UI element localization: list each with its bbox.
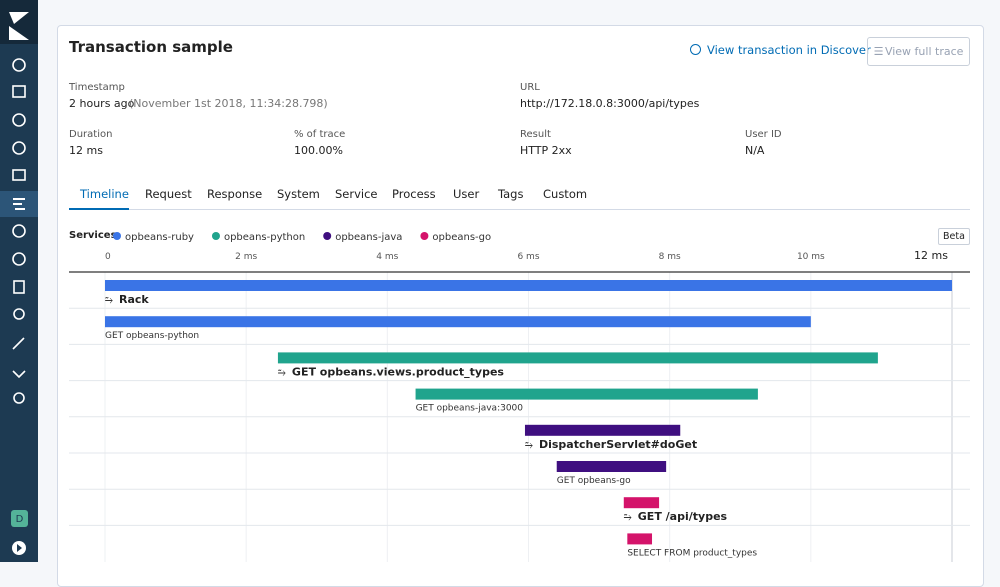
x-tick-label: 8 ms (659, 252, 681, 262)
top-axis-label: 120 ms (610, 0, 644, 1)
field-label: % of trace (294, 129, 346, 140)
field-value: 2 hours ago (69, 97, 135, 110)
span-bar (524, 424, 681, 436)
sidebar-icons: D (0, 0, 38, 555)
x-tick-label: 2 ms (235, 252, 257, 262)
field-label: URL (520, 82, 540, 93)
tabs-border (69, 209, 970, 210)
transaction-icon: ⥲ (278, 367, 286, 378)
active-tab-underline (69, 208, 129, 210)
field-label: Result (520, 129, 551, 140)
transaction-name: DispatcherServlet#doGet (539, 438, 697, 451)
title: Transaction sample (69, 38, 233, 56)
sidebar: D (0, 0, 38, 562)
span-bar (105, 280, 952, 291)
legend-label: opbeans-python (224, 232, 305, 243)
legend-swatch (323, 232, 332, 240)
tab[interactable]: User (453, 187, 480, 201)
span-bar (627, 533, 653, 545)
legend-swatch (113, 232, 121, 240)
discover-link-text[interactable]: View transaction in Discover (707, 43, 871, 57)
x-tick-label: 0 (105, 252, 111, 262)
tab[interactable]: Tags (498, 187, 524, 201)
discover-link[interactable]: View transaction in Discover (690, 43, 871, 57)
transaction-icon: ⥲ (105, 295, 113, 306)
legend-label: opbeans-java (335, 232, 402, 243)
legend-swatch (211, 232, 220, 240)
top-axis-label: 140 ms (695, 0, 729, 1)
top-axis-label: 60 ms (357, 0, 387, 1)
top-axis-label: 20 ms (182, 0, 212, 1)
field-label: Duration (69, 129, 113, 140)
tab[interactable]: Process (392, 187, 436, 201)
field-value: http://172.18.0.8:3000/api/types (520, 97, 700, 110)
transaction-icon: ⥲ (624, 512, 632, 523)
waterfall: opbeans-ruby opbeans-python opbeans-java op… (69, 232, 970, 562)
transaction-name: GET /api/types (638, 510, 728, 523)
top-axis-label: 100 ms (525, 0, 559, 1)
top-axis-label: 0 (100, 0, 130, 1)
svg-text:D: D (16, 514, 24, 525)
field-label: User ID (745, 129, 782, 140)
beta-badge: Beta (938, 228, 970, 245)
x-tick-label: 6 ms (517, 252, 539, 262)
full-trace-text[interactable]: View full trace (884, 45, 964, 58)
full-trace-button[interactable]: ☰ View full trace (867, 37, 970, 66)
transaction-card (57, 25, 984, 587)
transaction-icon: ⥲ (525, 440, 533, 451)
field-detail: (November 1st 2018, 11:34:28.798) (129, 97, 328, 110)
field-value: 12 ms (69, 144, 103, 157)
span-name: SELECT FROM product_types (627, 548, 757, 558)
field-value: N/A (745, 144, 765, 157)
tab[interactable]: Response (207, 187, 263, 201)
span-bar (415, 388, 758, 400)
span-bar (623, 497, 660, 509)
span-name: GET opbeans-python (105, 331, 199, 341)
x-tick-label: 4 ms (376, 252, 398, 262)
field-value: HTTP 2xx (520, 144, 572, 157)
span-name: GET opbeans-java:3000 (416, 404, 524, 414)
top-axis-label: 40 ms (273, 0, 303, 1)
field-label: Timestamp (69, 82, 125, 93)
top-axis-label: 180 ms (865, 0, 899, 1)
legend-label: opbeans-go (432, 232, 491, 243)
field-value: 100.00% (294, 144, 343, 157)
tab[interactable]: Request (145, 187, 192, 201)
tab[interactable]: Timeline (80, 187, 129, 201)
transaction-name: Rack (119, 293, 149, 306)
top-axis-label: 160 ms (778, 0, 812, 1)
tab[interactable]: Custom (543, 187, 588, 201)
tab[interactable]: Service (335, 187, 378, 201)
span-bar (105, 316, 811, 328)
top-axis-label: 200 ms (950, 0, 984, 1)
tab[interactable]: System (277, 187, 320, 201)
services-label: Services (69, 230, 117, 241)
legend-swatch (420, 232, 429, 240)
span-bar (556, 461, 667, 472)
span-bar (277, 352, 878, 364)
legend-label: opbeans-ruby (125, 232, 194, 243)
total-label: 12 ms (914, 249, 948, 262)
x-tick-label: 10 ms (797, 252, 825, 262)
span-name: GET opbeans-go (557, 476, 631, 486)
transaction-name: GET opbeans.views.product_types (292, 365, 505, 378)
